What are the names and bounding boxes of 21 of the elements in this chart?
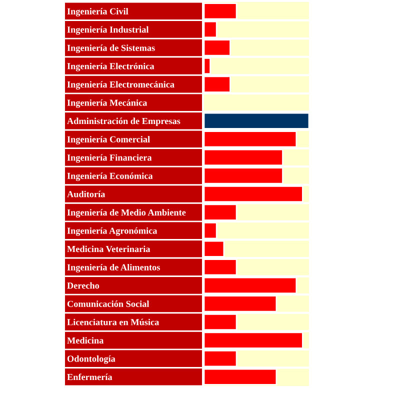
y-tick-label: Ingeniería de Medio Ambiente <box>67 209 186 218</box>
y-tick-label: Ingeniería de Alimentos <box>67 264 160 272</box>
y-tick-label: Administración de Empresas <box>67 118 180 126</box>
y-tick-label: Medicina <box>67 337 104 344</box>
y-tick-label: Enfermería <box>67 374 112 380</box>
y-tick-label: Ingeniería Industrial <box>67 26 149 35</box>
y-tick-label: Ingeniería Electrónica <box>67 62 154 72</box>
y-tick-label: Licenciatura en Música <box>67 318 160 326</box>
y-tick-label: Odontología <box>67 355 116 364</box>
y-tick-label: Ingeniería Financiera <box>67 154 152 163</box>
y-tick-label: Auditoría <box>67 190 106 198</box>
y-tick-label: Ingeniería Electromecánica <box>67 81 174 90</box>
y-tick-label: Ingeniería de Sistemas <box>67 44 155 53</box>
y-tick-label: Comunicación Social <box>67 300 150 308</box>
y-tick-label: Ingeniería Comercial <box>67 136 150 144</box>
y-tick-label: Ingeniería Económica <box>67 172 153 181</box>
y-tick-label: Derecho <box>67 282 100 289</box>
y-tick-label: Ingeniería Agronómica <box>67 227 158 236</box>
y-tick-label: Medicina Veterinaria <box>67 246 150 252</box>
y-tick-label: Ingeniería Mecánica <box>67 99 148 108</box>
y-tick-label: Ingeniería Civil <box>67 8 128 16</box>
